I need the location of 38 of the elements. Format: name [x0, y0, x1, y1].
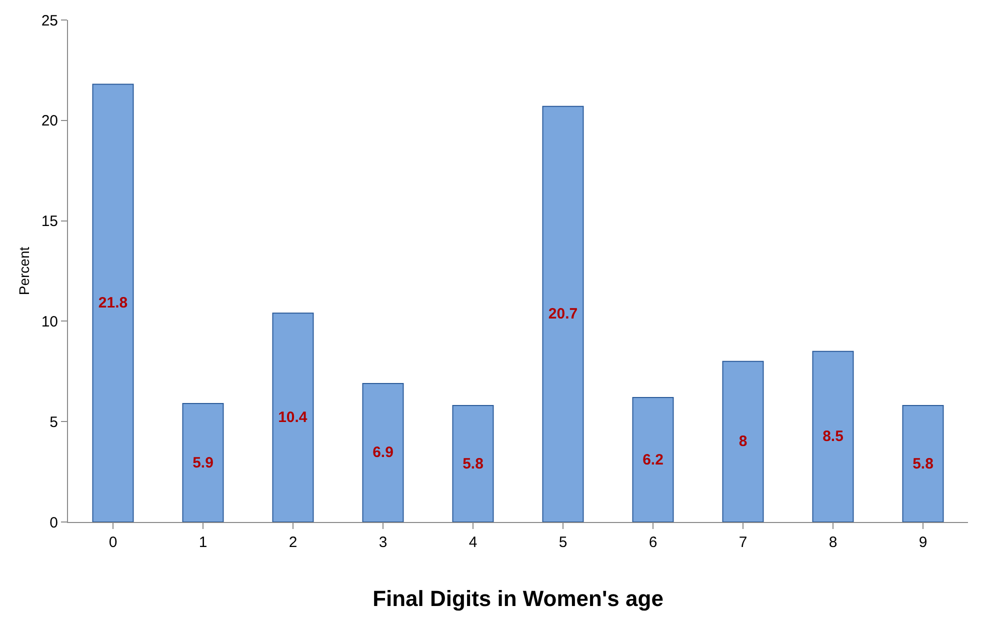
x-axis-title: Final Digits in Women's age — [372, 586, 664, 611]
y-tick-label: 20 — [41, 112, 58, 130]
y-axis-title: Percent — [16, 246, 32, 296]
data-label: 5.8 — [912, 455, 934, 472]
data-label: 10.4 — [278, 409, 308, 426]
x-tick-label: 4 — [468, 534, 478, 551]
bar — [542, 106, 584, 522]
data-label: 8 — [738, 433, 748, 450]
y-tick-label: 10 — [41, 313, 58, 330]
bar — [812, 350, 854, 522]
data-label: 6.9 — [372, 444, 394, 462]
x-tick-label: 3 — [378, 534, 388, 551]
data-label: 5.9 — [192, 454, 214, 472]
y-tick-label: 15 — [41, 213, 58, 230]
bar — [902, 405, 944, 522]
bar — [632, 397, 674, 522]
bar — [92, 84, 134, 522]
x-tick-label: 1 — [198, 534, 208, 551]
x-tick-label: 8 — [828, 534, 838, 551]
x-tick-label: 6 — [648, 534, 658, 551]
bar — [362, 382, 404, 522]
bar — [182, 403, 224, 522]
bar — [272, 312, 314, 522]
data-label: 6.2 — [642, 451, 664, 468]
data-label: 20.7 — [548, 306, 578, 323]
y-tick-label: 0 — [50, 514, 58, 532]
x-tick-label: 2 — [288, 534, 298, 551]
x-tick-label: 9 — [918, 534, 928, 551]
y-tick-label: 25 — [41, 12, 58, 30]
bar — [452, 405, 494, 522]
data-label: 8.5 — [822, 428, 844, 446]
bar — [722, 360, 764, 522]
x-tick-label: 5 — [558, 534, 568, 551]
x-tick-label: 0 — [108, 534, 118, 551]
data-label: 5.8 — [462, 455, 484, 472]
data-label: 21.8 — [98, 294, 128, 312]
y-tick-label: 5 — [50, 414, 58, 431]
x-tick-label: 7 — [738, 534, 748, 551]
